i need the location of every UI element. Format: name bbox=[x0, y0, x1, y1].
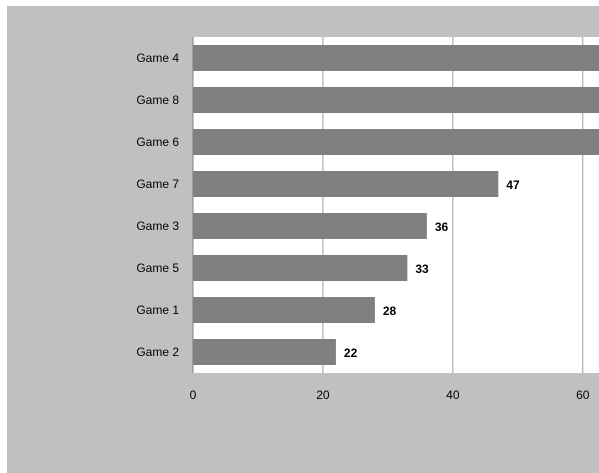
category-label: Game 4 bbox=[136, 51, 179, 65]
data-label: 47 bbox=[506, 178, 520, 192]
bar bbox=[193, 129, 599, 155]
category-labels: Game 4 Game 8 Game 6 Game 7 Game 3 Game 5 Game… bbox=[136, 51, 179, 359]
bar bbox=[193, 171, 499, 197]
bar bbox=[193, 45, 599, 71]
bar bbox=[193, 213, 427, 239]
category-label: Game 7 bbox=[136, 177, 179, 191]
category-label: Game 6 bbox=[136, 135, 179, 149]
category-label: Game 1 bbox=[136, 303, 179, 317]
category-label: Game 5 bbox=[136, 261, 179, 275]
data-label: 28 bbox=[383, 304, 397, 318]
category-label: Game 2 bbox=[136, 345, 179, 359]
x-tick-label: 40 bbox=[446, 388, 460, 402]
x-tick-label: 0 bbox=[190, 388, 197, 402]
bar bbox=[193, 339, 336, 365]
x-tick-labels: 0 20 40 60 bbox=[190, 388, 590, 402]
data-labels: 47 36 33 28 22 bbox=[344, 178, 520, 360]
data-label: 22 bbox=[344, 346, 358, 360]
category-label: Game 3 bbox=[136, 219, 179, 233]
category-label: Game 8 bbox=[136, 93, 179, 107]
bar bbox=[193, 297, 375, 323]
bar bbox=[193, 255, 408, 281]
x-tick-label: 60 bbox=[576, 388, 590, 402]
x-tick-label: 20 bbox=[316, 388, 330, 402]
data-label: 36 bbox=[435, 220, 449, 234]
bar bbox=[193, 87, 599, 113]
bars bbox=[193, 45, 599, 365]
data-label: 33 bbox=[415, 262, 429, 276]
